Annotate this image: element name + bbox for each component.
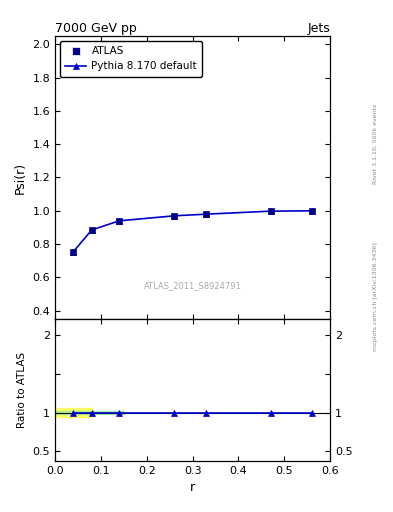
Y-axis label: Ratio to ATLAS: Ratio to ATLAS (17, 352, 27, 428)
Text: ATLAS_2011_S8924791: ATLAS_2011_S8924791 (144, 281, 241, 290)
Text: 7000 GeV pp: 7000 GeV pp (55, 22, 137, 35)
Text: mcplots.cern.ch [arXiv:1306.3436]: mcplots.cern.ch [arXiv:1306.3436] (373, 243, 378, 351)
Legend: ATLAS, Pythia 8.170 default: ATLAS, Pythia 8.170 default (60, 41, 202, 77)
Y-axis label: Psi(r): Psi(r) (14, 161, 27, 194)
Text: Rivet 3.1.10, 500k events: Rivet 3.1.10, 500k events (373, 103, 378, 183)
Text: Jets: Jets (307, 22, 330, 35)
X-axis label: r: r (190, 481, 195, 494)
